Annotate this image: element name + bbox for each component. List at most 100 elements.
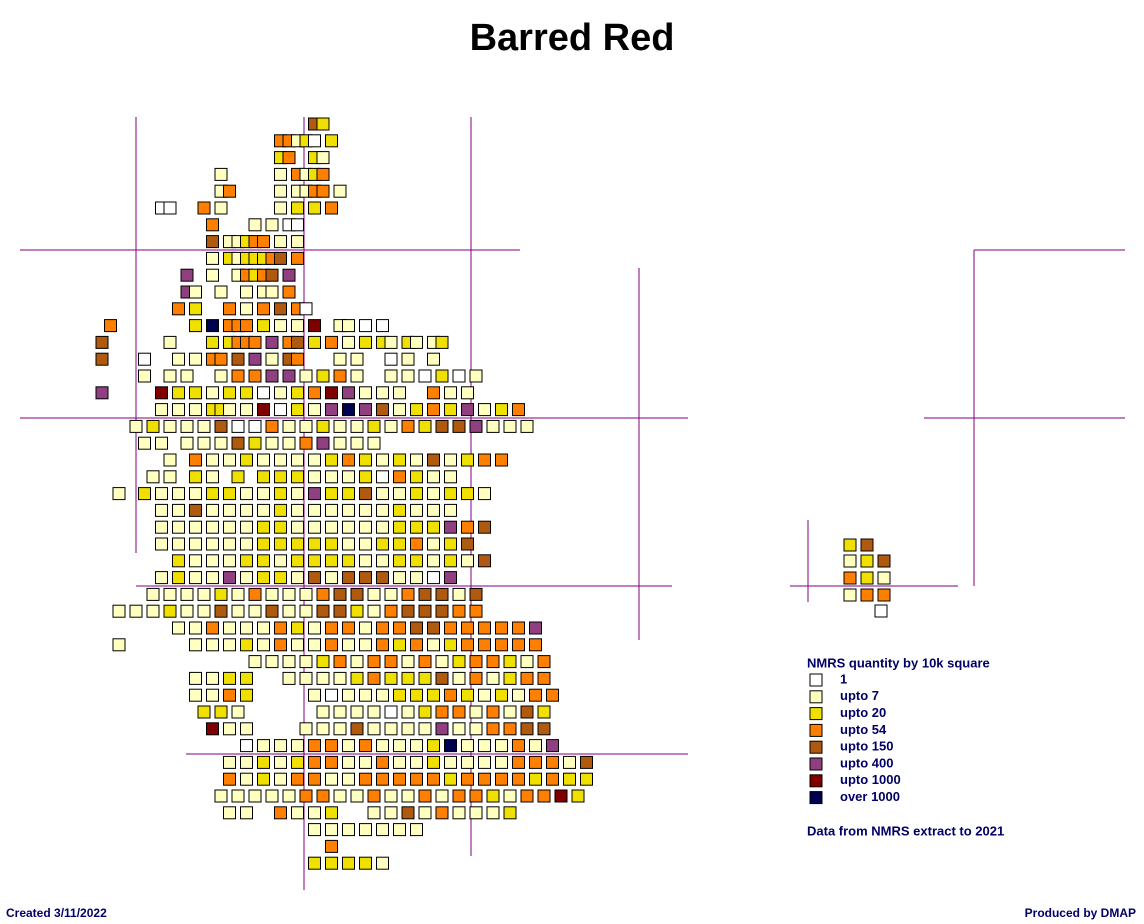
record-square bbox=[138, 487, 151, 501]
record-square bbox=[291, 621, 304, 635]
record-square bbox=[427, 755, 440, 769]
record-square bbox=[350, 604, 364, 618]
record-square bbox=[257, 554, 270, 568]
record-square bbox=[367, 789, 381, 803]
record-square bbox=[257, 571, 270, 585]
record-square bbox=[180, 419, 194, 433]
record-square bbox=[452, 369, 466, 383]
record-square bbox=[206, 335, 219, 349]
record-square bbox=[223, 503, 236, 517]
record-square bbox=[452, 604, 466, 618]
record-square bbox=[308, 319, 321, 333]
record-square bbox=[325, 453, 338, 467]
record-square bbox=[291, 470, 304, 484]
record-square bbox=[359, 755, 372, 769]
record-square bbox=[367, 604, 381, 618]
record-square bbox=[418, 722, 432, 736]
record-square bbox=[401, 671, 415, 685]
record-square bbox=[461, 772, 474, 786]
record-square bbox=[197, 436, 211, 450]
record-square bbox=[155, 520, 168, 534]
record-square bbox=[308, 688, 321, 702]
record-square bbox=[172, 302, 185, 316]
record-square bbox=[214, 705, 228, 719]
record-square bbox=[325, 638, 338, 652]
record-square bbox=[223, 755, 236, 769]
record-square bbox=[231, 369, 245, 383]
record-square bbox=[843, 538, 857, 552]
record-square bbox=[299, 604, 313, 618]
record-square bbox=[325, 520, 338, 534]
record-square bbox=[257, 235, 270, 249]
record-square bbox=[427, 621, 440, 635]
data-note: Data from NMRS extract to 2021 bbox=[807, 823, 1004, 838]
record-square bbox=[274, 235, 287, 249]
record-square bbox=[155, 571, 168, 585]
record-square bbox=[376, 554, 389, 568]
record-square bbox=[469, 655, 483, 669]
record-square bbox=[452, 419, 466, 433]
record-square bbox=[512, 772, 525, 786]
record-square bbox=[444, 571, 457, 585]
record-square bbox=[308, 823, 321, 837]
record-square bbox=[376, 386, 389, 400]
record-square bbox=[189, 319, 202, 333]
record-square bbox=[257, 638, 270, 652]
record-square bbox=[401, 419, 415, 433]
record-square bbox=[359, 856, 372, 870]
record-square bbox=[206, 722, 219, 736]
record-square bbox=[376, 470, 389, 484]
record-square bbox=[469, 671, 483, 685]
record-square bbox=[452, 587, 466, 601]
record-square bbox=[435, 419, 449, 433]
record-square bbox=[342, 688, 355, 702]
record-square bbox=[384, 335, 398, 349]
record-square bbox=[172, 403, 185, 417]
record-square bbox=[376, 520, 389, 534]
record-square bbox=[257, 470, 270, 484]
record-square bbox=[435, 671, 449, 685]
record-square bbox=[367, 705, 381, 719]
legend-swatch bbox=[809, 707, 823, 721]
record-square bbox=[486, 655, 500, 669]
record-square bbox=[172, 571, 185, 585]
record-square bbox=[333, 655, 347, 669]
record-square bbox=[427, 688, 440, 702]
record-square bbox=[520, 671, 534, 685]
record-square bbox=[427, 739, 440, 753]
record-square bbox=[410, 739, 423, 753]
record-square bbox=[274, 638, 287, 652]
record-square bbox=[197, 705, 211, 719]
record-square bbox=[274, 386, 287, 400]
record-square bbox=[189, 621, 202, 635]
record-square bbox=[257, 453, 270, 467]
record-square bbox=[282, 151, 296, 165]
record-square bbox=[197, 604, 211, 618]
record-square bbox=[240, 403, 253, 417]
map-title: Barred Red bbox=[470, 17, 675, 59]
record-square bbox=[435, 655, 449, 669]
record-square bbox=[146, 419, 160, 433]
record-square bbox=[299, 436, 313, 450]
record-square bbox=[308, 638, 321, 652]
record-square bbox=[308, 386, 321, 400]
record-square bbox=[495, 638, 508, 652]
record-square bbox=[376, 503, 389, 517]
record-square bbox=[333, 184, 347, 198]
record-square bbox=[427, 520, 440, 534]
record-square bbox=[223, 554, 236, 568]
record-square bbox=[282, 604, 296, 618]
record-square bbox=[223, 520, 236, 534]
record-square bbox=[418, 369, 432, 383]
record-square bbox=[163, 470, 177, 484]
record-square bbox=[325, 739, 338, 753]
record-square bbox=[231, 419, 245, 433]
record-square bbox=[359, 503, 372, 517]
record-square bbox=[291, 453, 304, 467]
record-square bbox=[444, 403, 457, 417]
record-square bbox=[333, 436, 347, 450]
record-square bbox=[359, 823, 372, 837]
record-square bbox=[282, 789, 296, 803]
record-square bbox=[308, 134, 321, 148]
record-square bbox=[206, 537, 219, 551]
